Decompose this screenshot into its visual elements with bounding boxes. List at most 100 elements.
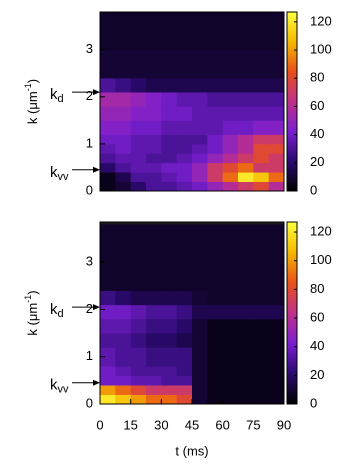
heat-cell [146,162,162,173]
heat-cell [192,162,208,173]
heat-cell [100,356,116,367]
heat-cell [176,318,193,334]
heat-cell [100,366,116,377]
heat-cell [115,162,132,173]
heat-cell [146,153,162,164]
annotation-label: kd [50,301,64,320]
heat-cell [176,224,193,263]
heat-cell [130,375,147,386]
heat-cell [268,77,285,93]
heat-cell [100,385,116,395]
heat-cell [130,172,147,182]
heat-cell [146,375,162,386]
heat-cell [253,262,270,291]
heat-cell [268,290,285,306]
heat-cell [146,366,162,377]
heat-cell [100,172,116,182]
heat-cell [161,385,178,395]
heat-cell [115,77,132,93]
colorbar-tick-label: 80 [310,70,324,85]
heat-cell [238,375,254,386]
heat-cell [253,134,270,145]
heat-cell [115,49,132,79]
heat-cell [253,106,270,121]
heat-cell [222,375,239,386]
heat-cell [268,181,285,192]
heat-cell [161,290,178,306]
x-axis-label: t (ms) [175,443,208,458]
heat-cell [130,262,147,291]
heat-cell [100,290,116,306]
heat-cell [253,120,270,135]
heat-cell [161,106,178,121]
heat-cell [100,333,116,348]
heat-cell [207,77,224,93]
heat-cell [115,318,132,334]
heat-cell [238,333,254,348]
heat-cell [161,77,178,93]
heat-cell [222,262,239,291]
heat-cell [176,333,193,348]
y-axis-label-main: k (μm [25,91,40,124]
heat-cell [161,333,178,348]
heat-cell [146,304,162,320]
heat-cell [161,120,178,135]
y-tick-label: 2 [86,88,93,103]
heat-cell [207,262,224,291]
heat-cell [268,92,285,107]
heat-cell [253,304,270,320]
annotation-label: kd [50,86,64,105]
heat-cell [222,290,239,306]
heat-cell [192,375,208,386]
heat-cell [100,224,116,263]
heat-cell [222,153,239,164]
heat-cell [207,318,224,334]
heat-cell [207,120,224,135]
heat-cell [253,394,270,405]
heat-cell [161,181,178,192]
heat-cell [192,49,208,79]
heat-cell [192,134,208,145]
heat-cell [115,134,132,145]
heat-cell [176,153,193,164]
heat-cell [115,92,132,107]
heat-cell [100,262,116,291]
heat-cell [268,366,285,377]
heat-cell [176,385,193,395]
x-tick-label: 60 [215,417,229,432]
heat-cell [115,106,132,121]
heat-cell [238,224,254,263]
heat-cell [146,172,162,182]
y-axis-label-end: ) [25,79,40,83]
heat-cell [115,304,132,320]
heat-cell [161,134,178,145]
y-tick-label: 1 [86,135,93,150]
x-tick-label: 15 [123,417,137,432]
arrow-head [93,166,100,173]
colorbar-tick-label: 20 [310,367,324,382]
heat-cell [207,106,224,121]
heat-cell [222,172,239,182]
heat-cell [100,162,116,173]
heat-cell [207,12,224,51]
heat-cell [176,347,193,358]
heat-cell [238,12,254,51]
heat-cell [176,120,193,135]
heat-cell [176,366,193,377]
heat-cell [161,162,178,173]
heat-cell [238,162,254,173]
annotation-sub: vv [58,171,70,183]
heat-cell [192,262,208,291]
heat-cell [161,394,178,405]
heat-cell [222,162,239,173]
heat-cell [268,172,285,182]
heat-cell [100,181,116,192]
y-tick-label: 3 [86,41,93,56]
annotation-main: k [50,301,58,318]
heat-cell [207,356,224,367]
heat-cell [268,262,285,291]
heat-cell [100,153,116,164]
heat-cell [192,153,208,164]
colorbar-tick-label: 20 [310,154,324,169]
